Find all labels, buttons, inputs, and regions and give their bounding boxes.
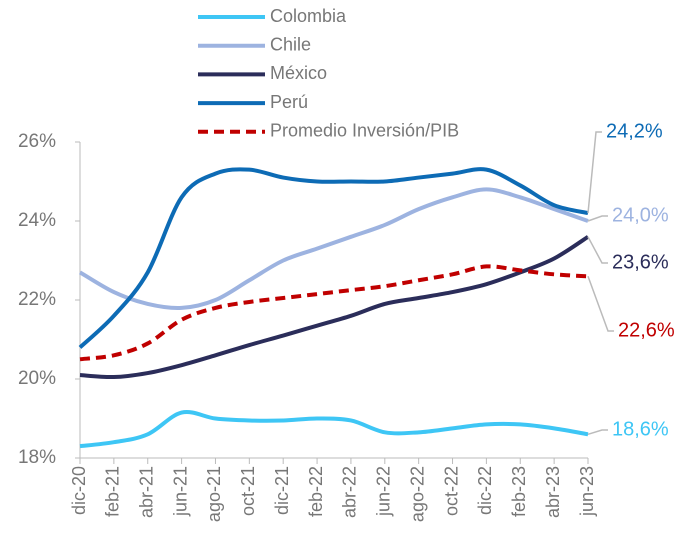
x-tick-label: feb-21: [103, 466, 123, 517]
x-tick-label: jun-21: [170, 466, 190, 517]
x-tick-label: abr-23: [543, 466, 563, 518]
x-tick-label: ago-21: [204, 466, 224, 522]
legend-label: Perú: [270, 92, 308, 112]
leader-line: [587, 215, 608, 222]
x-tick-label: dic-22: [475, 466, 495, 515]
x-tick-label: abr-21: [136, 466, 156, 518]
y-tick-label: 20%: [18, 368, 56, 389]
x-tick-label: jun-23: [577, 466, 597, 517]
data-label: 23,6%: [612, 251, 669, 273]
data-label: 24,0%: [612, 204, 669, 226]
legend-label: Colombia: [270, 6, 347, 26]
x-tick-label: oct-21: [238, 466, 258, 516]
y-tick-label: 26%: [18, 131, 56, 152]
x-tick-label: oct-22: [441, 466, 461, 516]
x-tick-label: abr-22: [340, 466, 360, 518]
legend-label: Chile: [270, 34, 311, 54]
data-label: 18,6%: [612, 418, 669, 440]
x-tick-label: jun-22: [374, 466, 394, 517]
leader-line: [587, 131, 602, 214]
leader-line: [587, 429, 608, 436]
series-line: [78, 167, 589, 349]
legend-label: México: [270, 63, 327, 83]
y-tick-label: 24%: [18, 210, 56, 231]
x-tick-label: ago-22: [407, 466, 427, 522]
y-tick-label: 18%: [18, 447, 56, 468]
series-line: [79, 235, 590, 380]
leader-line: [587, 276, 614, 332]
data-label: 24,2%: [606, 120, 663, 142]
series-line: [78, 187, 589, 311]
x-tick-label: feb-22: [306, 466, 326, 517]
data-label: 22,6%: [618, 319, 675, 341]
series-line: [79, 410, 589, 449]
x-tick-label: dic-21: [272, 466, 292, 515]
x-tick-label: feb-23: [509, 466, 529, 517]
legend-label: Promedio Inversión/PIB: [270, 121, 459, 141]
y-tick-label: 22%: [18, 289, 56, 310]
leader-line: [587, 236, 608, 264]
series-line: [79, 264, 589, 362]
x-tick-label: dic-20: [69, 466, 89, 515]
